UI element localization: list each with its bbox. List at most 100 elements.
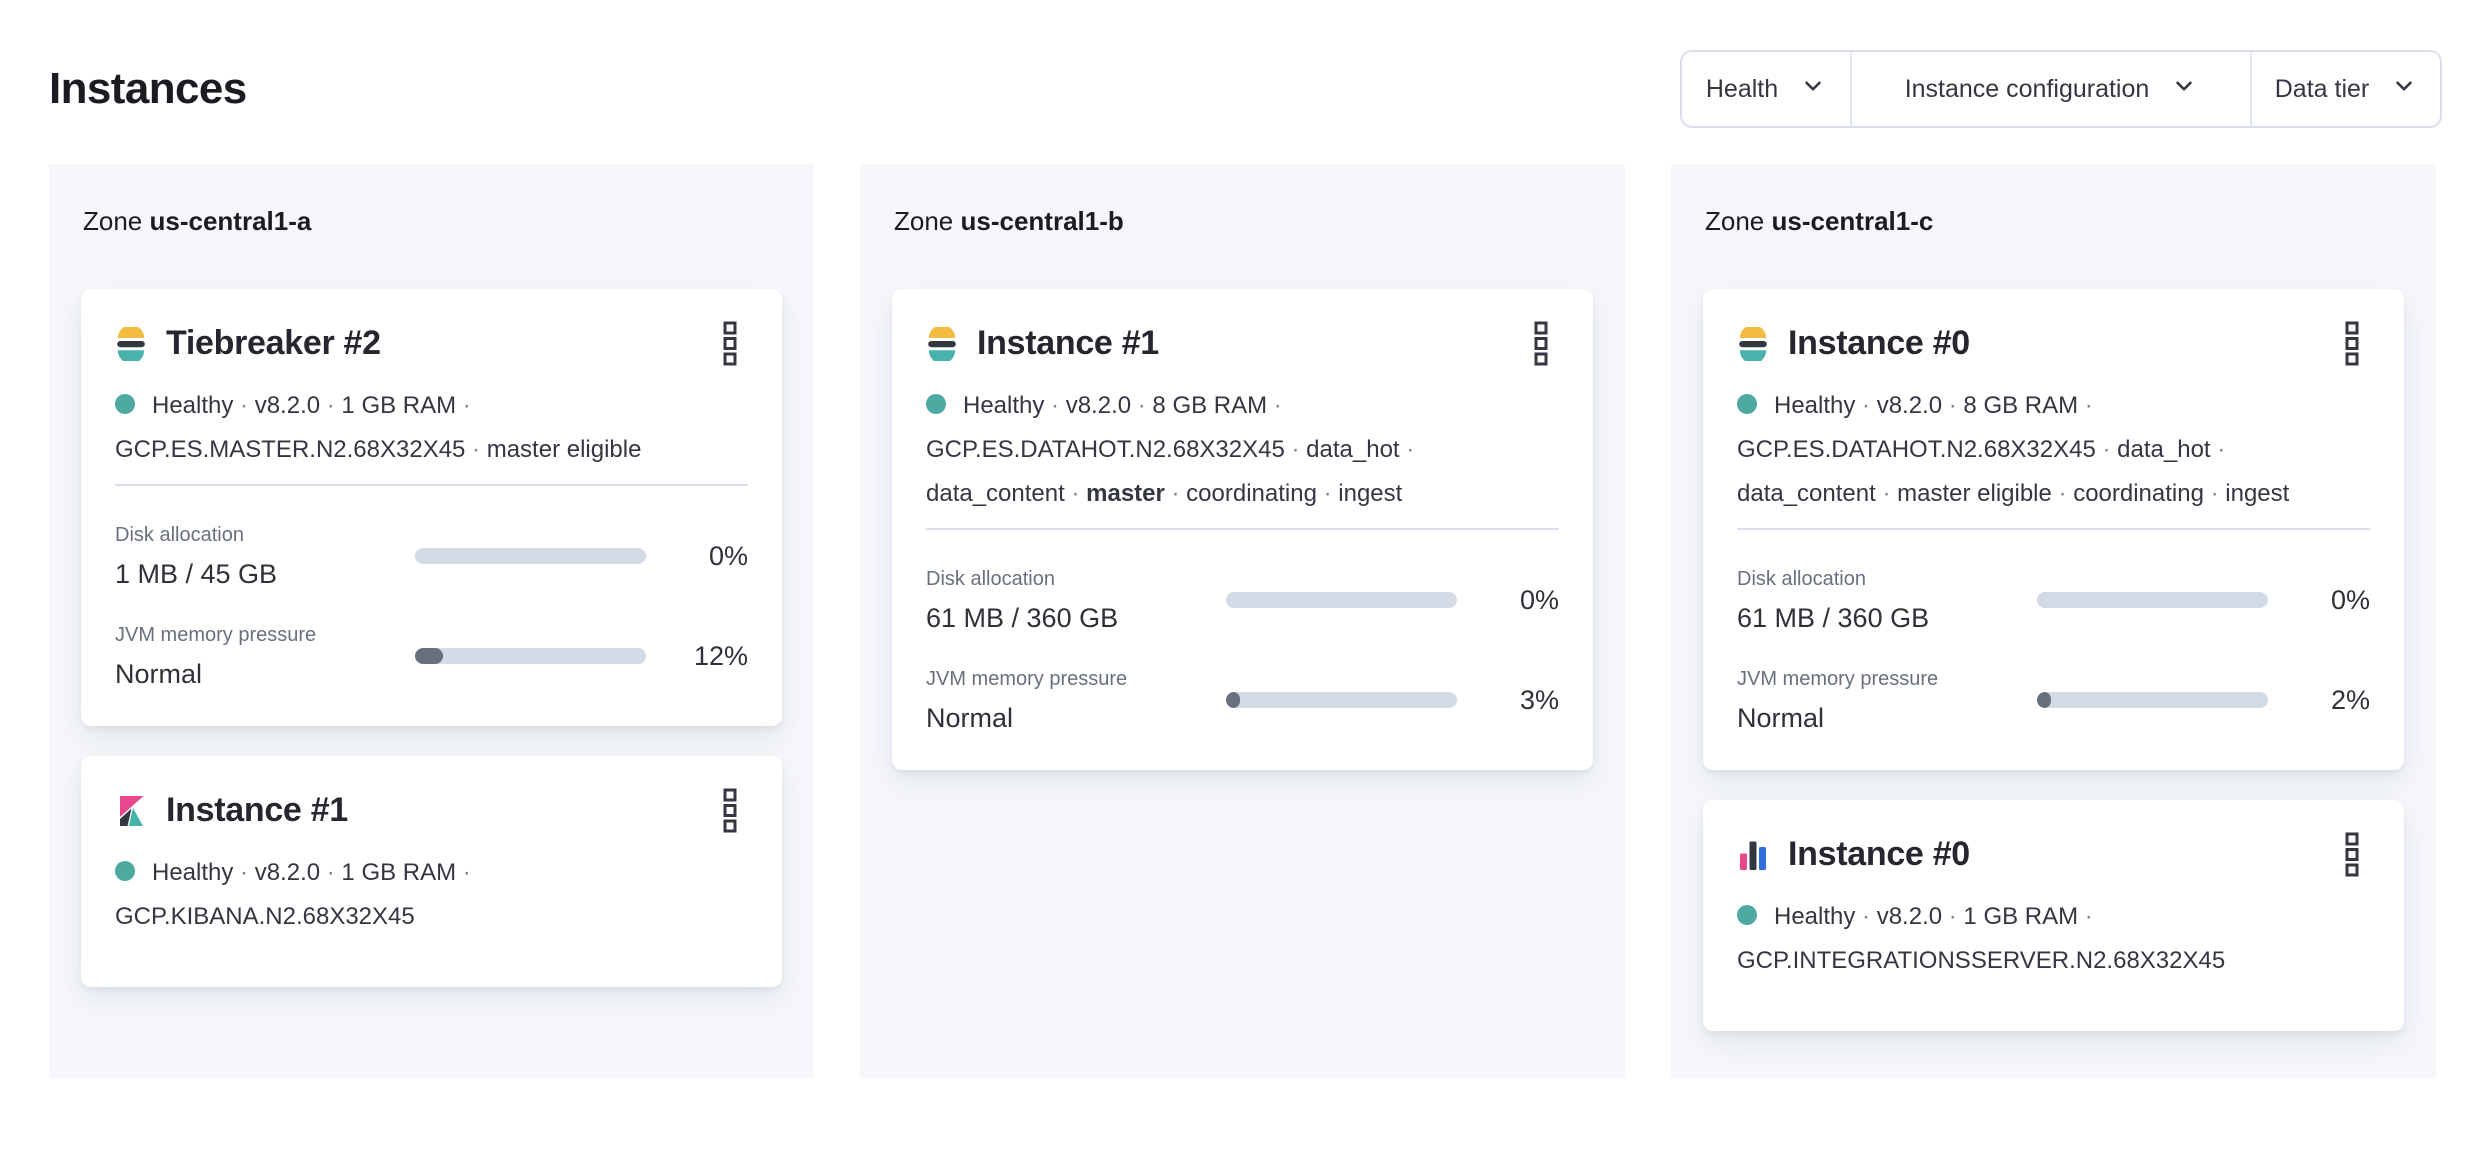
meta-separator: · (456, 859, 471, 886)
instance-card: Instance #0 Healthy · v8.2.0 · 8 GB RAM … (1703, 289, 2404, 770)
metric-info: JVM memory pressure Normal (926, 666, 1226, 734)
metric-label: JVM memory pressure (1737, 668, 1939, 690)
meta-separator: · (1044, 392, 1066, 419)
metric-value: 1 MB / 45 GB (115, 559, 278, 589)
metric-value: 61 MB / 360 GB (1737, 603, 1930, 633)
health-status-dot (1737, 394, 1757, 414)
metric-label: JVM memory pressure (115, 624, 317, 646)
metric-info: JVM memory pressure Normal (115, 622, 415, 690)
instance-card: Instance #0 Healthy · v8.2.0 · 1 GB RAM … (1703, 800, 2404, 1031)
meta-separator: · (1855, 903, 1877, 930)
instance-title: Instance #1 (166, 791, 348, 829)
metric-label: Disk allocation (115, 524, 244, 546)
health-status-dot (1737, 905, 1757, 925)
instance-card: Instance #1 Healthy · v8.2.0 · 8 GB RAM … (892, 289, 1593, 770)
meta-separator: · (2051, 480, 2074, 507)
meta-separator: · (1855, 392, 1877, 419)
meta-separator: · (2095, 436, 2118, 463)
filter-button-health[interactable]: Health (1682, 52, 1850, 126)
metric-label: Disk allocation (1737, 568, 1866, 590)
metric-value: 61 MB / 360 GB (926, 603, 1119, 633)
chevron-down-icon (2391, 73, 2417, 106)
card-header: Tiebreaker #2 (115, 319, 748, 368)
meta-separator: · (320, 392, 342, 419)
filter-button-instance-configuration[interactable]: Instance configuration (1850, 52, 2250, 126)
boxes-vertical-icon (722, 788, 738, 833)
meta-separator: · (2078, 903, 2093, 930)
progress-bar-fill (1226, 692, 1240, 708)
zones-row: Zone us-central1-a Tiebreaker #2 H (49, 164, 2490, 1078)
metric-label: Disk allocation (926, 568, 1055, 590)
instance-meta: Healthy · v8.2.0 · 8 GB RAM · GCP.ES.DATA… (1737, 392, 2290, 507)
meta-separator: · (1399, 436, 1415, 463)
card-header: Instance #0 (1737, 830, 2370, 879)
health-status-dot (115, 861, 135, 881)
card-divider (115, 484, 748, 486)
meta-separator: · (465, 436, 487, 463)
progress-bar (415, 548, 646, 564)
filter-button-label: Data tier (2274, 74, 2370, 103)
zone-cards: Instance #0 Healthy · v8.2.0 · 8 GB RAM … (1703, 289, 2404, 1031)
instance-menu-button[interactable] (2336, 319, 2368, 368)
boxes-vertical-icon (2344, 321, 2360, 366)
filter-button-label: Instance configuration (1904, 74, 2150, 103)
card-header: Instance #1 (926, 319, 1559, 368)
health-status-dot (926, 394, 946, 414)
progress-bar (1226, 692, 1457, 708)
instance-card: Instance #1 Healthy · v8.2.0 · 1 GB RAM … (81, 756, 782, 987)
instance-title: Tiebreaker #2 (166, 324, 381, 362)
meta-separator: · (320, 859, 342, 886)
metric-percent: 2% (2330, 684, 2370, 715)
meta-separator: · (1942, 903, 1964, 930)
zone-label: Zone us-central1-a (83, 206, 312, 236)
filter-button-data-tier[interactable]: Data tier (2250, 52, 2440, 126)
instance-title: Instance #0 (1788, 324, 1970, 362)
instance-meta: Healthy · v8.2.0 · 1 GB RAM · GCP.INTEGRA… (1737, 903, 2226, 974)
health-status-dot (115, 394, 135, 414)
metric-percent: 0% (1519, 584, 1559, 615)
progress-bar (1226, 592, 1457, 608)
instance-menu-button[interactable] (714, 319, 746, 368)
zone-label: Zone us-central1-b (894, 206, 1124, 236)
metric-info: JVM memory pressure Normal (1737, 666, 2037, 734)
instance-menu-button[interactable] (2336, 830, 2368, 879)
meta-separator: · (1164, 480, 1187, 507)
meta-separator: · (2210, 436, 2226, 463)
meta-separator: · (2078, 392, 2093, 419)
integrations-server-logo-icon (1737, 838, 1769, 872)
filter-group: Health Instance configuration Data tier (1680, 50, 2442, 128)
progress-bar (2037, 692, 2268, 708)
meta-separator: · (1942, 392, 1964, 419)
metric-percent: 0% (708, 540, 748, 571)
metric-info: Disk allocation 61 MB / 360 GB (1737, 566, 2037, 634)
elasticsearch-logo-icon (115, 326, 147, 361)
zone-cards: Tiebreaker #2 Healthy · v8.2.0 · 1 GB RA… (81, 289, 782, 987)
boxes-vertical-icon (1533, 321, 1549, 366)
meta-separator: · (1267, 392, 1282, 419)
instance-menu-button[interactable] (1525, 319, 1557, 368)
boxes-vertical-icon (2344, 832, 2360, 877)
card-divider (926, 528, 1559, 530)
metric-value: Normal (115, 659, 203, 689)
meta-separator: · (233, 392, 255, 419)
progress-bar (415, 648, 646, 664)
progress-bar (2037, 592, 2268, 608)
instance-title: Instance #0 (1788, 835, 1970, 873)
instance-menu-button[interactable] (714, 786, 746, 835)
meta-separator: · (1064, 480, 1087, 507)
card-divider (1737, 528, 2370, 530)
metric-row: JVM memory pressure Normal 12% (115, 622, 748, 690)
elasticsearch-logo-icon (926, 326, 958, 361)
zone-panel-us-central1-c: Zone us-central1-c Instance #0 Hea (1671, 164, 2436, 1078)
metric-label: JVM memory pressure (926, 668, 1128, 690)
metric-row: Disk allocation 61 MB / 360 GB 0% (926, 566, 1559, 634)
metrics-section: Disk allocation 1 MB / 45 GB 0% JVM memo… (115, 522, 748, 690)
meta-separator: · (1131, 392, 1153, 419)
metric-row: Disk allocation 61 MB / 360 GB 0% (1737, 566, 2370, 634)
zone-name: us-central1-c (1771, 206, 1934, 236)
chevron-down-icon (1800, 73, 1826, 106)
elasticsearch-logo-icon (1737, 326, 1769, 361)
metric-info: Disk allocation 61 MB / 360 GB (926, 566, 1226, 634)
meta-separator: · (2203, 480, 2226, 507)
meta-separator: · (1875, 480, 1898, 507)
